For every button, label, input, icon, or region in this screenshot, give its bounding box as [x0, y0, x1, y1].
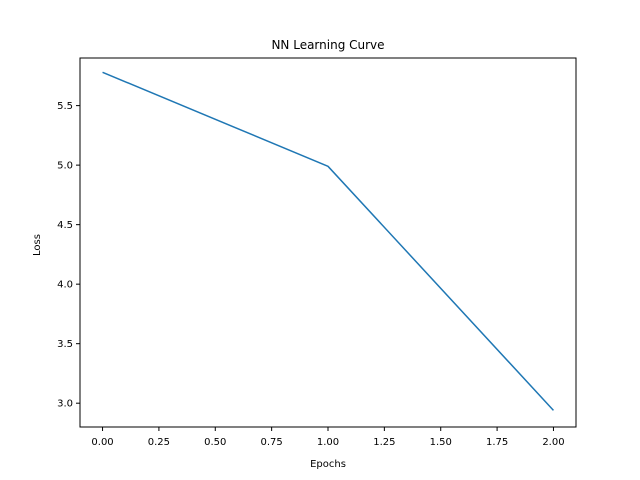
y-tick-label: 3.5 — [57, 339, 73, 350]
x-tick-label: 1.25 — [373, 437, 395, 448]
plot-area: 0.00 0.25 0.50 0.75 1.00 1.25 1.50 1.75 2.00 3.0 3… — [57, 57, 577, 448]
y-tick-label: 4.5 — [57, 220, 73, 231]
chart-title: NN Learning Curve — [271, 38, 384, 52]
x-tick-label: 0.25 — [148, 437, 170, 448]
y-tick-label: 4.0 — [57, 280, 73, 291]
x-tick-label: 1.00 — [317, 437, 339, 448]
x-tick-label: 0.75 — [261, 437, 283, 448]
y-tick-label: 3.0 — [57, 399, 73, 410]
y-axis-label: Loss — [32, 234, 43, 256]
y-tick-label: 5.5 — [57, 101, 73, 112]
y-tick-label: 5.0 — [57, 161, 73, 172]
x-tick-label: 2.00 — [542, 437, 564, 448]
axes-frame — [79, 57, 577, 428]
x-axis-label: Epochs — [310, 459, 346, 470]
x-tick-label: 0.00 — [91, 437, 113, 448]
x-tick-label: 1.75 — [486, 437, 508, 448]
x-tick-label: 0.50 — [204, 437, 226, 448]
x-tick-label: 1.50 — [430, 437, 452, 448]
